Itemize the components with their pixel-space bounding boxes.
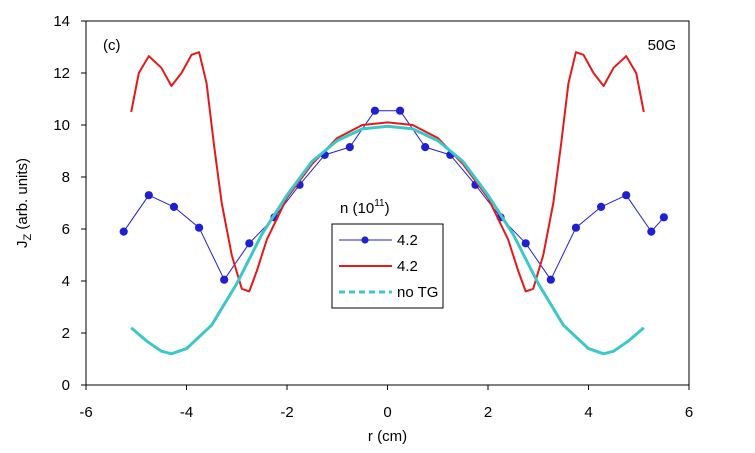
data-point xyxy=(220,275,229,284)
legend-title: n (1011) xyxy=(340,198,390,217)
x-tick-label: 4 xyxy=(584,404,592,421)
data-point xyxy=(119,227,128,236)
x-tick-label: 2 xyxy=(484,404,492,421)
data-point xyxy=(245,239,254,248)
y-tick-label: 14 xyxy=(53,13,70,30)
data-point xyxy=(421,143,430,152)
plot-area xyxy=(119,51,668,356)
y-axis-label-main: J xyxy=(14,241,31,249)
data-point xyxy=(596,202,606,211)
x-tick-label: 0 xyxy=(383,404,391,421)
legend-marker xyxy=(361,236,369,244)
y-tick-label: 12 xyxy=(53,65,70,82)
y-axis-label: JZ (arb. units) xyxy=(14,158,34,248)
legend-entry: no TG xyxy=(339,284,438,301)
series-2 xyxy=(130,51,645,293)
y-tick-label: 6 xyxy=(62,221,70,238)
data-point xyxy=(659,213,668,222)
legend-label: 4.2 xyxy=(397,232,418,249)
data-point xyxy=(370,106,380,115)
x-tick-label: -4 xyxy=(180,404,193,421)
data-point xyxy=(144,191,153,200)
plot-frame xyxy=(85,20,690,386)
data-point xyxy=(521,239,530,248)
legend-entry: 4.2 xyxy=(339,258,418,275)
x-tick-label: 6 xyxy=(685,404,693,421)
legend-label: 4.2 xyxy=(397,258,418,275)
y-tick-label: 2 xyxy=(62,325,70,342)
data-point xyxy=(571,223,581,232)
legend: 4.2 4.2 no TG xyxy=(331,223,444,309)
series-line xyxy=(130,124,645,356)
data-point xyxy=(622,191,631,200)
data-point xyxy=(194,223,204,232)
legend-title-superscript: 11 xyxy=(374,198,385,209)
x-tick-label: -6 xyxy=(79,404,92,421)
axis-ticks xyxy=(81,20,690,390)
data-point xyxy=(647,227,656,236)
y-tick-label: 10 xyxy=(53,117,70,134)
axis-tick-labels: -6 -4 -2 0 2 4 6 0 2 4 6 8 10 12 14 xyxy=(53,13,693,421)
y-tick-label: 4 xyxy=(62,273,70,290)
legend-entry: 4.2 xyxy=(339,232,418,249)
panel-label: (c) xyxy=(103,37,121,54)
data-point xyxy=(169,202,179,211)
legend-title-base: n (10 xyxy=(340,200,374,217)
legend-entries: 4.2 4.2 no TG xyxy=(339,232,438,301)
y-tick-label: 0 xyxy=(62,377,70,394)
legend-title-end: ) xyxy=(385,200,390,217)
field-label: 50G xyxy=(648,37,676,54)
y-axis-label-unit: (arb. units) xyxy=(14,158,31,234)
data-point xyxy=(345,143,354,152)
y-tick-label: 8 xyxy=(62,169,70,186)
data-point xyxy=(395,106,405,115)
data-point xyxy=(546,275,555,284)
legend-label: no TG xyxy=(397,284,438,301)
series-3 xyxy=(130,124,645,356)
y-axis-label-subscript: Z xyxy=(22,234,34,241)
x-tick-label: -2 xyxy=(280,404,293,421)
x-axis-label: r (cm) xyxy=(368,428,407,445)
series-line xyxy=(130,51,645,293)
